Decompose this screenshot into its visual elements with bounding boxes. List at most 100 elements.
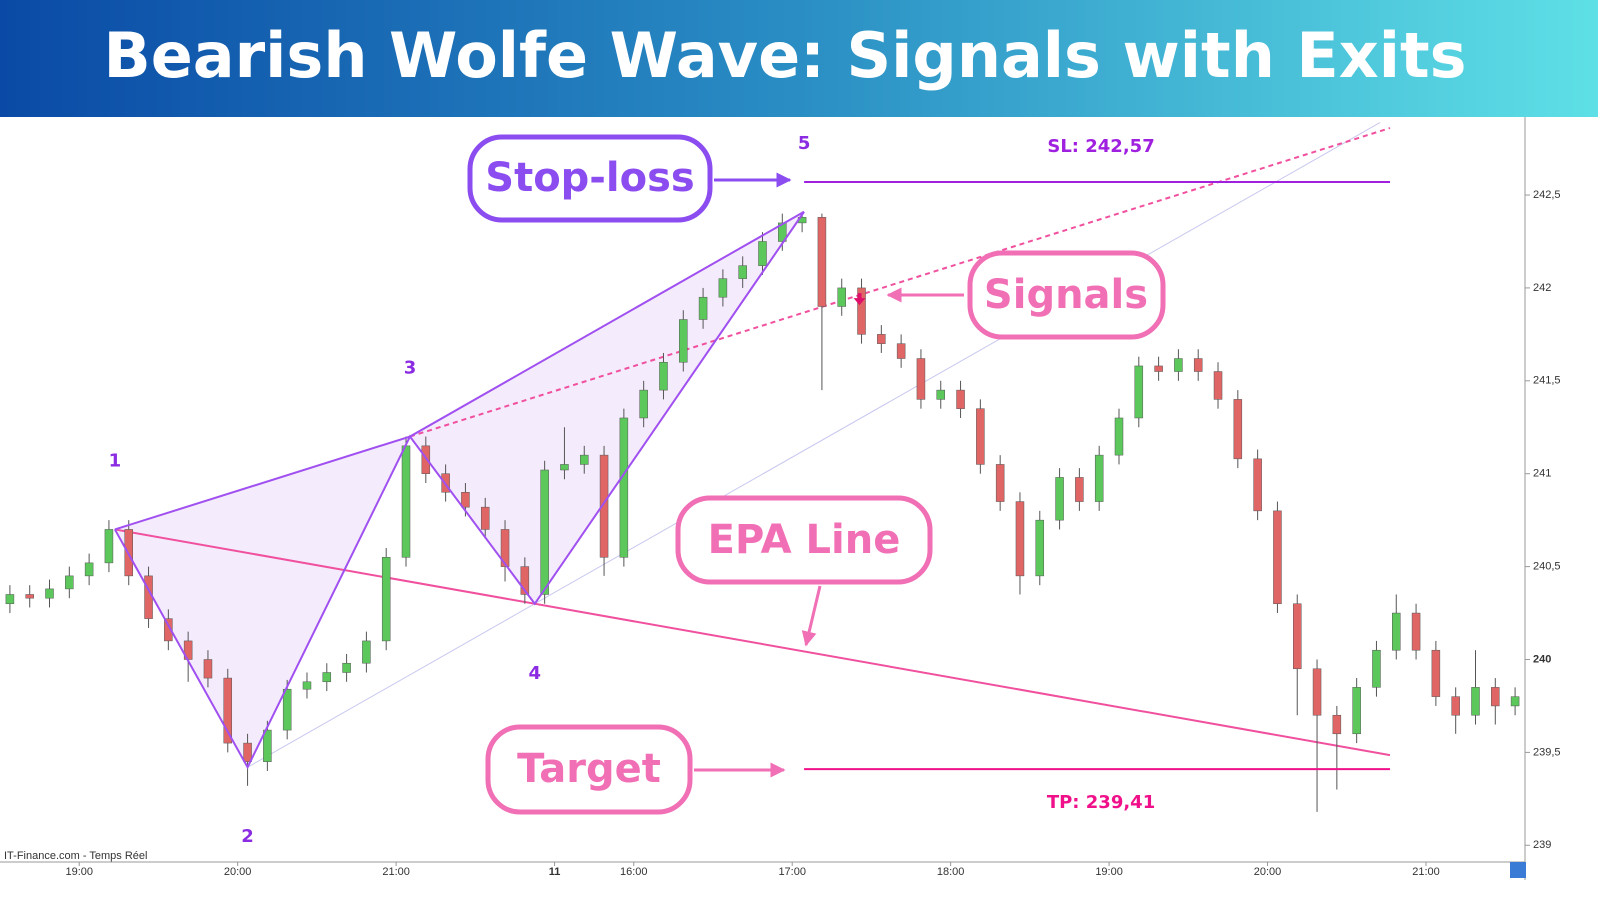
point-label: 1 — [109, 450, 122, 471]
chart-title: Bearish Wolfe Wave: Signals with Exits — [103, 19, 1466, 92]
candle-body — [1491, 687, 1500, 707]
candle-body — [65, 575, 74, 590]
candle-body — [1352, 687, 1361, 735]
scroll-button[interactable] — [1510, 862, 1526, 878]
callout-box — [467, 134, 713, 223]
candle-body — [144, 575, 153, 619]
y-tick-label: 242,5 — [1533, 189, 1561, 201]
candle-body — [995, 464, 1005, 502]
callouts: Stop-loss Signals EPA Line Target — [467, 134, 1166, 815]
x-tick-label: 19:00 — [65, 866, 93, 878]
candle-body — [342, 662, 351, 673]
candle-body — [1035, 519, 1045, 577]
candle-body — [461, 492, 470, 508]
x-tick-label: 17:00 — [778, 866, 806, 878]
y-tick-label: 242 — [1533, 282, 1551, 294]
candle-body — [1253, 458, 1262, 512]
candle-body — [1292, 603, 1302, 670]
candle-body — [362, 640, 371, 664]
source: IT-Finance.com - Temps Réel — [4, 850, 147, 862]
callout-box — [485, 724, 693, 815]
candle-body — [421, 445, 431, 474]
stop_loss-label: SL: 242,57 — [1047, 136, 1154, 157]
candle-body — [1193, 358, 1203, 372]
candle-body — [837, 287, 846, 307]
y-tick-label: 239,5 — [1533, 746, 1561, 758]
candle-body — [1114, 417, 1124, 456]
candle-body — [560, 464, 569, 471]
candle-body — [223, 677, 233, 744]
target-label: TP: 239,41 — [1047, 792, 1155, 813]
candle-body — [679, 319, 688, 363]
x-tick-label: 19:00 — [1095, 866, 1123, 878]
candle-body — [698, 296, 708, 320]
x-tick-label: 21:00 — [382, 866, 410, 878]
callout-box — [967, 250, 1166, 340]
callout-label: Signals — [984, 272, 1148, 318]
candle-body — [164, 618, 173, 642]
candle-body — [203, 659, 213, 679]
pattern-fill — [114, 436, 410, 768]
candle-body — [956, 389, 965, 409]
x-tick-label: 20:00 — [1254, 866, 1282, 878]
candle-body — [1094, 454, 1104, 502]
candle-body — [936, 389, 945, 400]
candle-body — [5, 594, 15, 605]
candle-body — [619, 417, 629, 558]
x-tick-label: 20:00 — [224, 866, 252, 878]
y-tick-label: 240 — [1533, 653, 1551, 665]
candle-body — [758, 241, 767, 266]
point-label: 3 — [404, 358, 417, 379]
x-tick-label: 21:00 — [1412, 866, 1440, 878]
candle-body — [1075, 477, 1084, 502]
candle-body — [84, 562, 94, 577]
candle-body — [1471, 687, 1480, 716]
candle-body — [718, 278, 728, 298]
x-tick-label: 16:00 — [620, 866, 648, 878]
candle-body — [1055, 477, 1064, 521]
candle-body — [45, 588, 54, 599]
candle-body — [1510, 696, 1520, 707]
y-tick-label: 239 — [1533, 839, 1551, 851]
candle-body — [1411, 612, 1421, 651]
candle-body — [659, 361, 668, 391]
candle-body — [25, 594, 34, 599]
candle-body — [322, 672, 332, 683]
candle-body — [580, 454, 589, 465]
candle-body — [480, 506, 490, 530]
candle-body — [738, 265, 747, 279]
candle-body — [916, 358, 926, 400]
callout-label: EPA Line — [708, 517, 901, 563]
callout-box — [675, 495, 933, 585]
candle-body — [817, 217, 827, 307]
candle-body — [896, 343, 906, 359]
candle-body — [1134, 365, 1144, 419]
wolfe-line — [114, 210, 805, 531]
candle-body — [1233, 399, 1243, 460]
x-tick-label: 18:00 — [937, 866, 965, 878]
candle-body — [1154, 365, 1163, 372]
candle-body — [778, 222, 787, 242]
candle-body — [1431, 649, 1441, 697]
candle-body — [540, 469, 549, 595]
x-tick-label: 11 — [549, 866, 561, 878]
candle-body — [520, 566, 530, 595]
candle-body — [976, 408, 985, 465]
point-label: 2 — [241, 826, 254, 847]
candle-body — [1312, 668, 1322, 716]
candle-body — [1213, 371, 1223, 400]
candle-body — [381, 557, 391, 642]
candle-body — [302, 681, 312, 690]
candle-body — [1015, 501, 1025, 577]
candle-body — [1332, 714, 1342, 735]
candle-body — [857, 287, 866, 335]
extension-line — [409, 127, 1391, 438]
candle-body — [877, 334, 886, 344]
candle-body — [1392, 612, 1401, 651]
candle-body — [500, 529, 510, 567]
point-label: 5 — [798, 133, 811, 154]
candle-body — [1372, 649, 1381, 688]
candle-body — [282, 688, 292, 731]
candle-body — [243, 742, 252, 762]
